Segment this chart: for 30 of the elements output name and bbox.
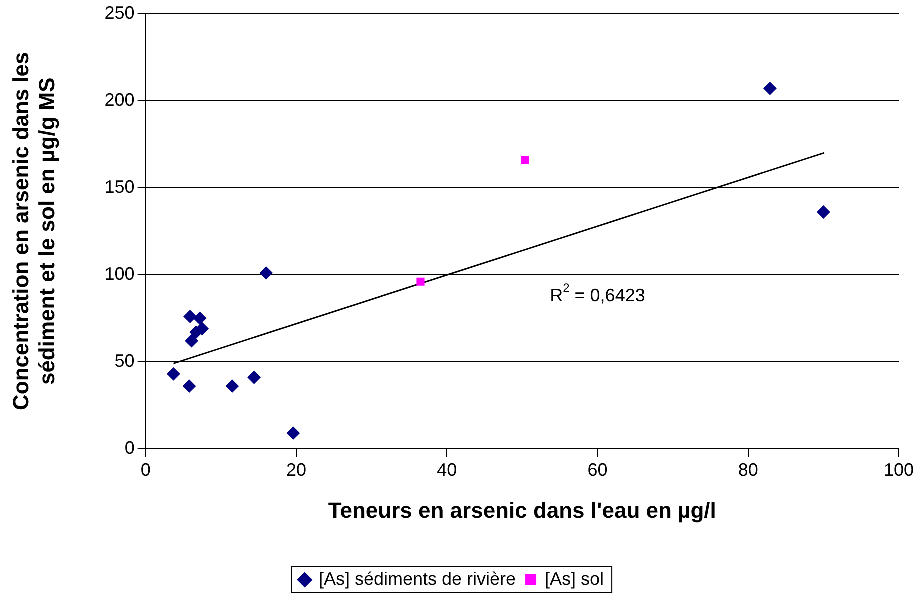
x-tick-label: 20	[286, 460, 306, 480]
legend-label: [As] sédiments de rivière	[318, 568, 516, 589]
point	[260, 266, 273, 280]
y-tick-label: 250	[104, 2, 135, 23]
y-tick-label: 150	[104, 176, 135, 197]
point	[416, 278, 425, 286]
point	[190, 326, 203, 339]
point	[226, 380, 239, 393]
legend-label: [As] sol	[545, 568, 604, 589]
point	[248, 371, 261, 384]
y-tick-label: 100	[104, 264, 135, 284]
x-tick-label: 80	[738, 460, 758, 480]
x-tick-label: 40	[437, 460, 458, 480]
y-axis-title: Concentration en arsenic dans les sédiment et le sol en µg/g MS	[8, 52, 60, 411]
y-tick-label: 0	[124, 438, 135, 458]
point	[167, 368, 180, 381]
point	[817, 206, 830, 219]
point	[521, 156, 530, 164]
x-axis-title: Teneurs en arsenic dans l'eau en µg/l	[328, 498, 716, 523]
point	[286, 426, 300, 440]
point	[764, 82, 777, 96]
point	[184, 310, 197, 324]
x-tick-label: 0	[140, 460, 151, 480]
x-tick-label: 60	[588, 460, 608, 480]
point	[185, 334, 198, 348]
y-tick-label: 200	[104, 90, 135, 110]
y-tick-label: 50	[114, 350, 135, 371]
point	[194, 312, 207, 325]
point	[183, 380, 196, 393]
x-tick-label: 100	[884, 460, 914, 480]
